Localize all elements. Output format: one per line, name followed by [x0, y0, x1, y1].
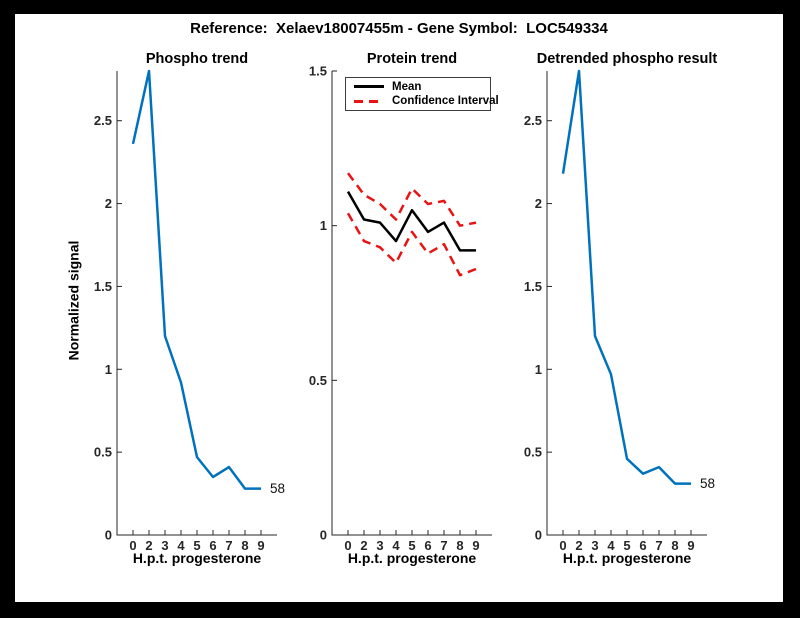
x-tick-label: 4 — [392, 538, 400, 553]
x-tick-label: 3 — [591, 538, 598, 553]
confidence-interval-line-swatch — [354, 99, 384, 103]
line-end-label: 58 — [270, 481, 285, 496]
axis-lines — [116, 71, 277, 536]
x-tick-label: 0 — [344, 538, 351, 553]
y-tick-label: 2.5 — [94, 113, 112, 128]
subplot-title-detrended: Detrended phospho result — [536, 51, 718, 67]
y-tick-label: 2 — [105, 196, 112, 211]
y-tick-label: 1 — [105, 362, 112, 377]
axis-lines — [331, 71, 492, 536]
x-tick-label: 6 — [639, 538, 646, 553]
y-axis-label: Normalized signal — [65, 240, 82, 361]
series-line — [346, 212, 477, 277]
figure-title: Reference: Xelaev18007455m - Gene Symbol… — [190, 20, 608, 37]
legend-label-confidence-interval: Confidence Interval — [392, 95, 499, 108]
x-tick-label: 5 — [408, 538, 415, 553]
legend-row-confidence-interval: Confidence Interval — [346, 94, 499, 108]
x-tick-label: 3 — [161, 538, 168, 553]
protein-trend-chart: 0 2 3 4 5 6 7 8 9 0 0.5 1 1.5 — [302, 51, 522, 556]
series-line — [561, 69, 691, 485]
x-tick-label: 9 — [687, 538, 694, 553]
y-tick-label: 1 — [535, 362, 542, 377]
y-tick-label: 2.5 — [524, 113, 542, 128]
y-tick-label: 1.5 — [524, 279, 542, 294]
subplot-title-protein: Protein trend — [366, 51, 458, 67]
x-tick-label: 9 — [257, 538, 264, 553]
series-line — [131, 69, 261, 490]
x-axis-label-protein: H.p.t. progesterone — [347, 550, 477, 566]
mean-line-swatch — [354, 85, 384, 89]
line-end-label: 58 — [700, 476, 715, 491]
x-tick-label: 9 — [472, 538, 479, 553]
x-tick-label: 6 — [209, 538, 216, 553]
chart-svg: 0 2 3 4 5 6 7 8 900.511.522.558 — [94, 69, 285, 553]
legend: Mean Confidence Interval — [345, 77, 499, 111]
series-line — [346, 172, 477, 227]
x-tick-label: 2 — [360, 538, 367, 553]
detrended-phospho-chart: 0 2 3 4 5 6 7 8 9 0 0.5 1 1.5 2 2.5 58 — [517, 51, 737, 556]
x-axis-label-phospho: H.p.t. progesterone — [132, 550, 262, 566]
x-tick-label: 7 — [655, 538, 662, 553]
y-tick-label: 0.5 — [309, 373, 327, 388]
subplot-detrended-phospho: Detrended phospho result 0 2 3 4 5 6 7 8 9 0 0.5 1 1… — [517, 51, 737, 581]
x-tick-label: 5 — [193, 538, 200, 553]
phospho-trend-chart: 0 2 3 4 5 6 7 8 9 0 0.5 1 1.5 2 2.5 58 — [87, 51, 307, 556]
y-tick-label: 1.5 — [94, 279, 112, 294]
x-axis-label-detrended: H.p.t. progesterone — [562, 550, 692, 566]
y-tick-label: 0 — [320, 528, 327, 543]
chart-svg: 0 2 3 4 5 6 7 8 900.511.522.558 — [524, 69, 715, 553]
subplot-phospho-trend: Phospho trend 0 2 3 4 5 6 7 8 9 0 0.5 1 1.5 2 2.5 58 H.… — [87, 51, 307, 581]
x-tick-label: 7 — [225, 538, 232, 553]
x-tick-label: 8 — [671, 538, 678, 553]
subplot-title-phospho: Phospho trend — [145, 51, 249, 67]
y-tick-label: 0 — [535, 528, 542, 543]
x-tick-label: 8 — [241, 538, 248, 553]
y-tick-label: 2 — [535, 196, 542, 211]
y-tick-label: 1.5 — [309, 64, 327, 79]
x-tick-label: 2 — [575, 538, 582, 553]
y-tick-label: 0 — [105, 528, 112, 543]
chart-svg: 0 2 3 4 5 6 7 8 900.511.5 — [309, 64, 492, 553]
x-tick-label: 2 — [145, 538, 152, 553]
figure-canvas: Reference: Xelaev18007455m - Gene Symbol… — [15, 14, 783, 602]
x-tick-label: 3 — [376, 538, 383, 553]
x-tick-label: 4 — [177, 538, 185, 553]
y-tick-label: 0.5 — [524, 445, 542, 460]
x-tick-label: 6 — [424, 538, 431, 553]
x-tick-label: 5 — [623, 538, 630, 553]
x-tick-label: 7 — [440, 538, 447, 553]
legend-label-mean: Mean — [392, 80, 422, 93]
subplot-protein-trend: Protein trend 0 2 3 4 5 6 7 8 9 0 0.5 1 1.5 Mean Con… — [302, 51, 522, 581]
legend-row-mean: Mean — [346, 80, 490, 94]
x-tick-label: 0 — [559, 538, 566, 553]
x-tick-label: 0 — [129, 538, 136, 553]
x-tick-label: 4 — [607, 538, 615, 553]
series-line — [346, 190, 476, 252]
y-tick-label: 0.5 — [94, 445, 112, 460]
y-tick-label: 1 — [320, 218, 327, 233]
axis-lines — [546, 71, 707, 536]
x-tick-label: 8 — [456, 538, 463, 553]
